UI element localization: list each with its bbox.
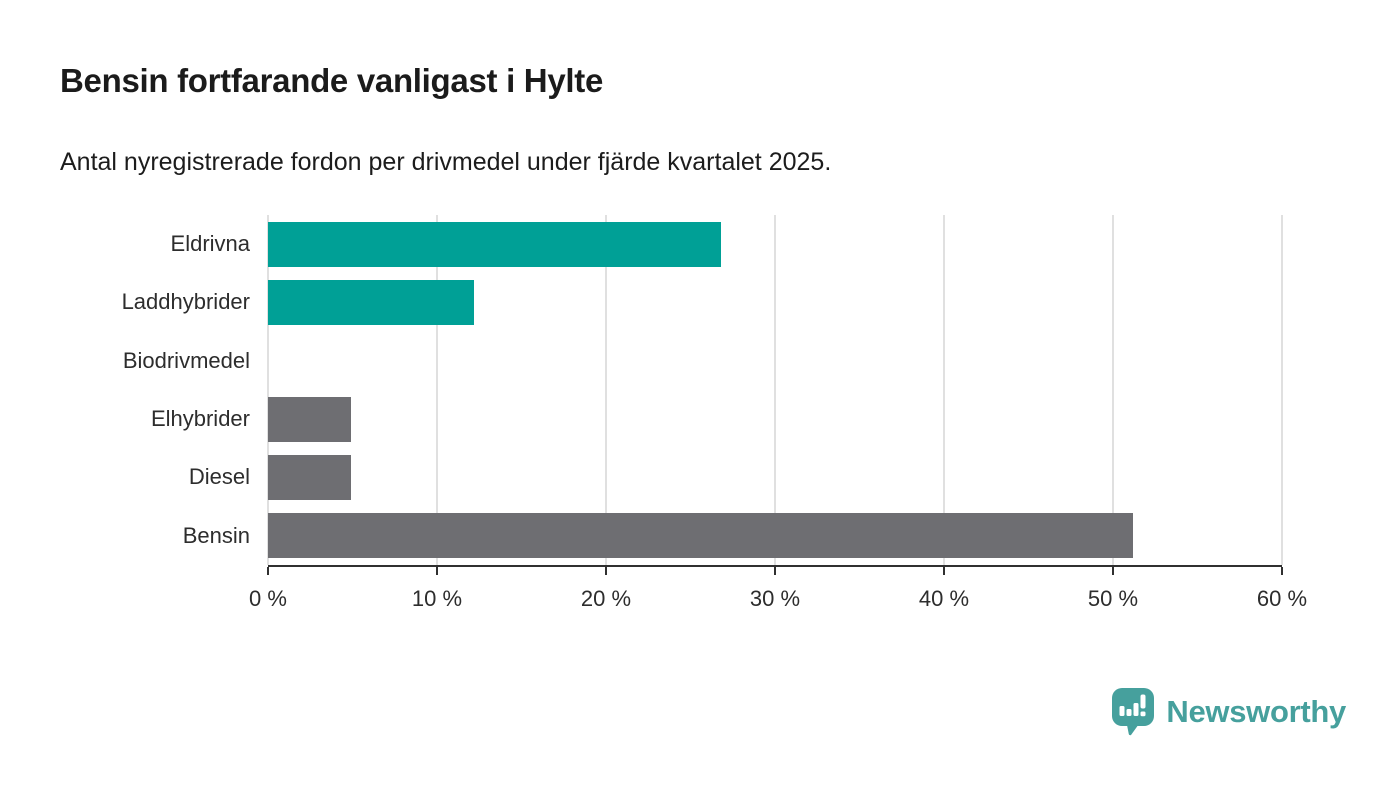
- axis-tick-30: [774, 567, 776, 575]
- bar-eldrivna: [268, 221, 721, 267]
- axis-tick-label-60: 60 %: [1256, 586, 1308, 611]
- bar-chart: Eldrivna Laddhybrider Biodrivmedel Elhybrid…: [0, 215, 1400, 635]
- bar-bensin: [268, 513, 1134, 559]
- axis-tick-label-20: 20 %: [580, 586, 632, 611]
- x-axis: 0 % 10 % 20 % 30 % 40 % 50 % 60 %: [249, 565, 1307, 625]
- gridline-60: [1281, 215, 1283, 565]
- bar-elhybrider: [268, 396, 351, 442]
- gridlines: [267, 215, 1283, 565]
- bar-diesel: [268, 454, 351, 500]
- category-label-laddhybrider: Laddhybrider: [121, 289, 250, 315]
- category-label-biodrivmedel: Biodrivmedel: [122, 347, 250, 373]
- axis-tick-label-40: 40 %: [918, 586, 970, 611]
- gridline-50: [1112, 215, 1114, 565]
- axis-tick-10: [436, 567, 438, 575]
- plot-area: [267, 215, 1283, 565]
- category-label-eldrivna: Eldrivna: [170, 231, 250, 257]
- bar-row-elhybrider: [268, 390, 1282, 448]
- axis-tick-label-0: 0 %: [249, 586, 287, 611]
- brand-footer: Newsworthy: [1111, 687, 1346, 737]
- axis-tick-label-50: 50 %: [1087, 586, 1139, 611]
- gridline-10: [436, 215, 438, 565]
- gridline-30: [774, 215, 776, 565]
- category-label-diesel: Diesel: [188, 464, 250, 490]
- axis-tick-20: [605, 567, 607, 575]
- chart-title: Bensin fortfarande vanligast i Hylte: [60, 62, 603, 99]
- brand-name: Newsworthy: [1166, 694, 1346, 729]
- axis-tick-60: [1281, 567, 1283, 575]
- axis-tick-40: [943, 567, 945, 575]
- bar-row-bensin: [268, 507, 1282, 565]
- gridline-40: [943, 215, 945, 565]
- axis-tick-0: [267, 567, 269, 575]
- axis-tick-label-10: 10 %: [411, 586, 463, 611]
- axis-tick-label-30: 30 %: [749, 586, 801, 611]
- bar-row-laddhybrider: [268, 273, 1282, 331]
- category-label-elhybrider: Elhybrider: [150, 406, 250, 432]
- category-label-bensin: Bensin: [182, 522, 250, 548]
- newsworthy-logo-icon: [1112, 688, 1155, 736]
- gridline-20: [605, 215, 607, 565]
- bar-rows: [268, 215, 1282, 565]
- bar-row-diesel: [268, 448, 1282, 506]
- category-labels: Eldrivna Laddhybrider Biodrivmedel Elhybrid…: [0, 215, 250, 565]
- axis-tick-50: [1112, 567, 1114, 575]
- bar-row-biodrivmedel: [268, 332, 1282, 390]
- bar-laddhybrider: [268, 279, 475, 325]
- gridline-0: [267, 215, 269, 565]
- chart-subtitle: Antal nyregistrerade fordon per drivmede…: [60, 148, 832, 176]
- bar-row-eldrivna: [268, 215, 1282, 273]
